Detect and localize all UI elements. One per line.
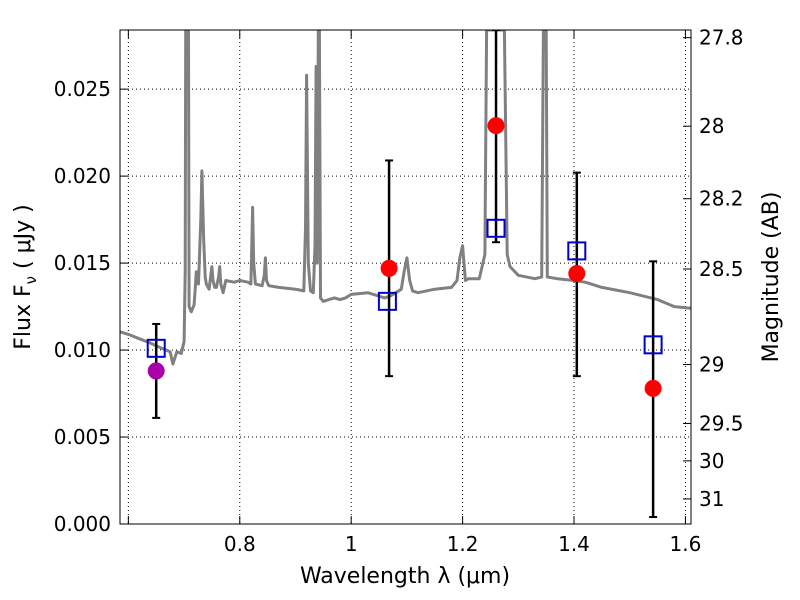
x-axis-label: Wavelength λ (μm) bbox=[300, 564, 510, 589]
spectrum-line bbox=[120, 30, 691, 366]
y-tick-label: 0.015 bbox=[54, 251, 111, 275]
y-axis-label: Flux Fν ( μJy ) bbox=[11, 204, 40, 349]
x-tick-label: 0.8 bbox=[224, 532, 256, 556]
y2-tick-label: 28 bbox=[699, 114, 724, 138]
model-point bbox=[643, 335, 663, 355]
x-tick-label: 1.6 bbox=[670, 532, 702, 556]
y2-tick-label: 28.5 bbox=[699, 257, 744, 281]
model-point bbox=[146, 338, 166, 358]
y-tick-label: 0.010 bbox=[54, 338, 111, 362]
y2-tick-label: 30 bbox=[699, 449, 724, 473]
y-axis-label-unit: ( μJy ) bbox=[11, 204, 36, 276]
x-tick-label: 1.4 bbox=[558, 532, 590, 556]
y-axis-label-main: Flux F bbox=[11, 284, 36, 349]
x-tick-label: 1.2 bbox=[447, 532, 479, 556]
observed-point bbox=[487, 117, 505, 135]
y-axis-label-sub: ν bbox=[22, 276, 40, 284]
x-axis: 0.8 1 1.2 1.4 1.6 bbox=[127, 30, 702, 556]
observed-point bbox=[147, 362, 165, 380]
y2-tick-label: 29.5 bbox=[699, 411, 744, 435]
y-tick-label: 0.020 bbox=[54, 164, 111, 188]
observed-points bbox=[147, 117, 662, 397]
y2-axis-label: Magnitude (AB) bbox=[759, 192, 784, 363]
plot-frame bbox=[119, 29, 692, 525]
y2-tick-label: 28.2 bbox=[699, 187, 744, 211]
x-tick-label: 1 bbox=[345, 532, 358, 556]
model-point bbox=[486, 218, 506, 238]
y-tick-label: 0.005 bbox=[54, 425, 111, 449]
y2-tick-label: 27.8 bbox=[699, 26, 744, 50]
observed-point bbox=[568, 265, 586, 283]
y-tick-label: 0.025 bbox=[54, 77, 111, 101]
y2-axis: 27.8 28 28.2 28.5 29 29.5 30 31 bbox=[683, 26, 744, 511]
model-points bbox=[146, 218, 663, 358]
model-point bbox=[567, 241, 587, 261]
y2-tick-label: 29 bbox=[699, 352, 724, 376]
y2-tick-label: 31 bbox=[699, 487, 724, 511]
observed-point bbox=[380, 259, 398, 277]
model-point bbox=[377, 291, 397, 311]
y-axis: 0.000 0.005 0.010 0.015 0.020 0.025 bbox=[54, 77, 128, 536]
observed-point bbox=[644, 379, 662, 397]
y-tick-label: 0.000 bbox=[54, 512, 111, 536]
